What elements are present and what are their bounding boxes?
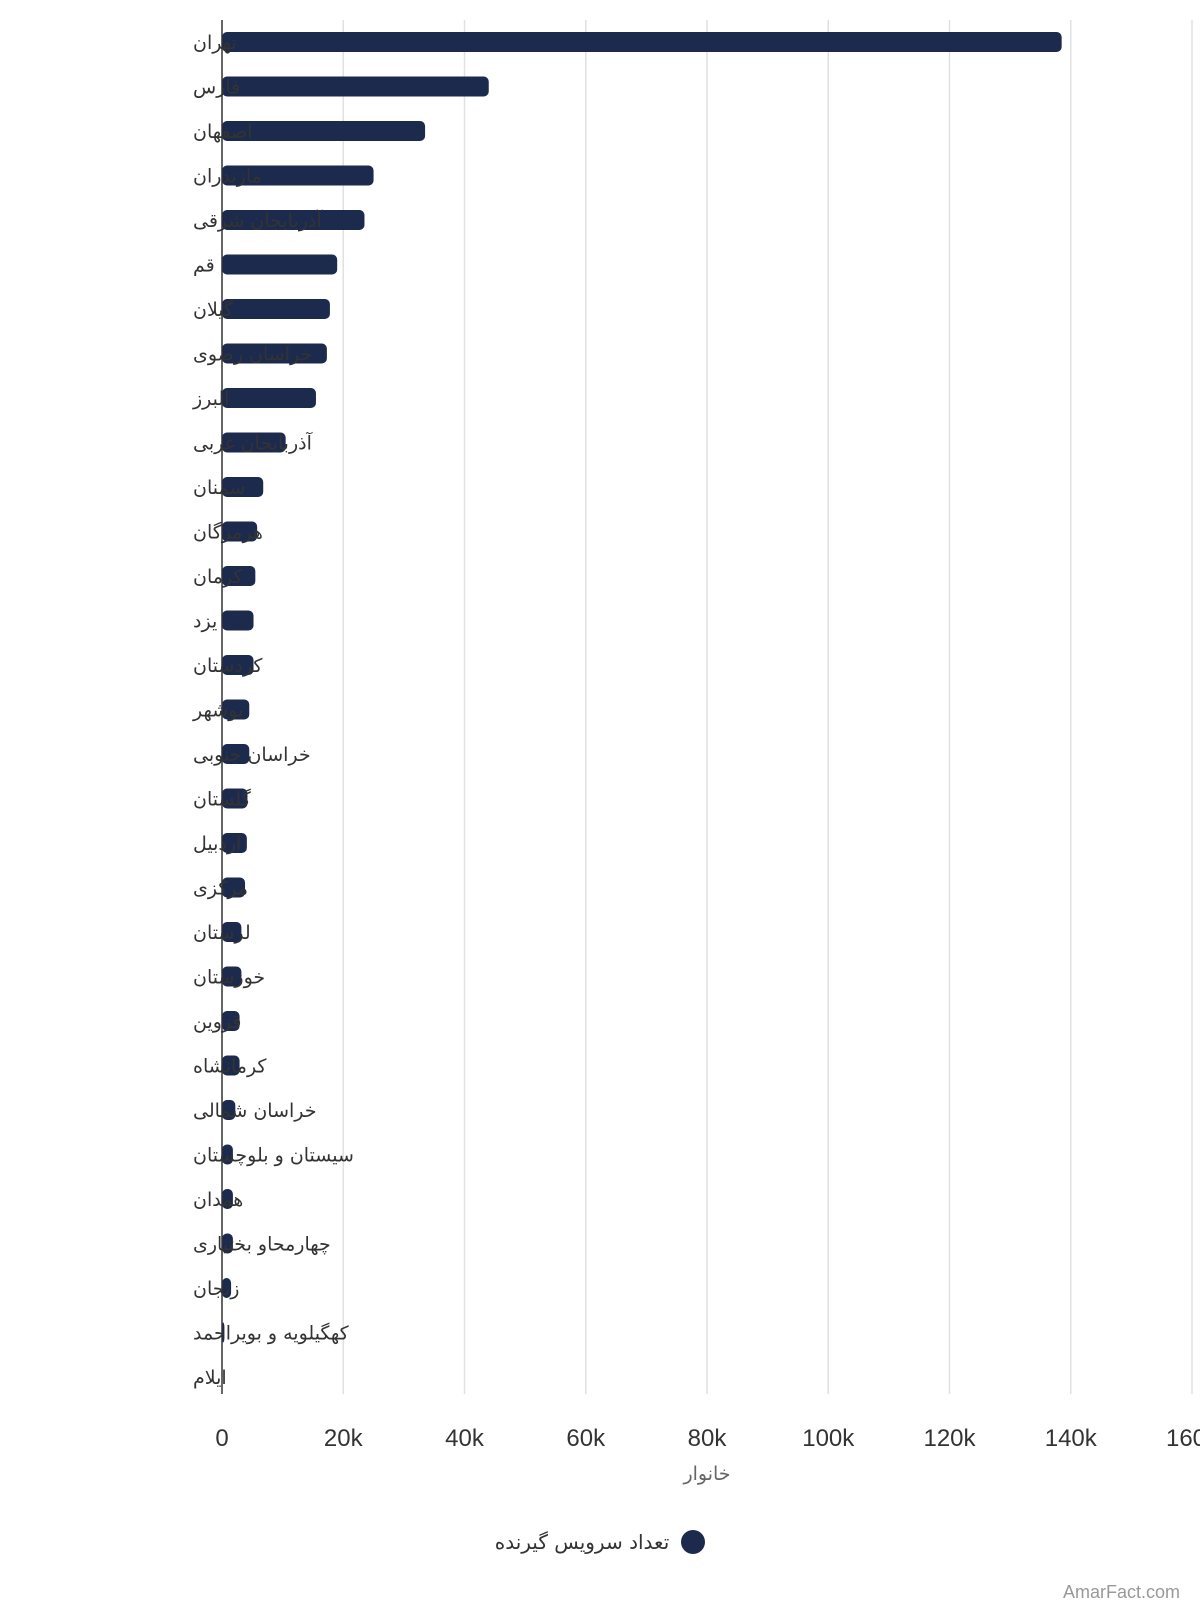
category-label: ایلام <box>193 1367 227 1389</box>
bar[interactable] <box>222 833 247 853</box>
category-label: یزد <box>193 611 217 633</box>
category-label: هرمزگان <box>193 521 263 544</box>
category-label: قم <box>193 255 215 277</box>
category-label: مازندران <box>193 166 262 188</box>
category-label: همدان <box>193 1189 243 1211</box>
bar[interactable] <box>222 432 286 453</box>
bar[interactable] <box>222 343 327 364</box>
category-label: بوشهر <box>192 700 243 722</box>
category-label: فارس <box>193 77 240 99</box>
category-label: کرمانشاه <box>193 1056 267 1078</box>
bar[interactable] <box>222 699 250 720</box>
bar[interactable] <box>222 1278 232 1298</box>
category-label: خراسان رضوی <box>193 344 312 366</box>
bar[interactable] <box>222 877 246 898</box>
category-label: کرمان <box>193 566 243 588</box>
category-label: خراسان شمالی <box>193 1100 317 1122</box>
x-tick-label: 0 <box>215 1425 228 1452</box>
x-tick-label: 60k <box>566 1425 606 1452</box>
category-label: کردستان <box>193 655 263 677</box>
bar[interactable] <box>222 388 316 408</box>
category-label: خوزستان <box>193 967 265 989</box>
category-label: تهران <box>193 32 237 54</box>
category-label: زنجان <box>193 1278 239 1300</box>
x-tick-label: 80k <box>688 1425 728 1452</box>
bar[interactable] <box>222 966 242 987</box>
x-tick-label: 20k <box>324 1425 364 1452</box>
bar[interactable] <box>222 566 256 586</box>
bar[interactable] <box>222 788 248 809</box>
bar[interactable] <box>222 165 374 186</box>
bar[interactable] <box>222 121 426 141</box>
x-axis-tick-labels: 0 20k 40k 60k 80k 100k 120k 140k 160k <box>215 1425 1200 1452</box>
x-tick-label: 140k <box>1045 1425 1098 1452</box>
bar[interactable] <box>222 32 1062 52</box>
bar[interactable] <box>222 76 489 97</box>
legend-label: تعداد سرویس گیرنده <box>494 1530 670 1554</box>
bar[interactable] <box>222 299 330 319</box>
bar[interactable] <box>222 744 250 764</box>
credit-text: AmarFact.com <box>1062 1582 1180 1602</box>
category-label: البرز <box>192 388 229 410</box>
x-tick-label: 120k <box>923 1425 976 1452</box>
bar[interactable] <box>222 655 254 675</box>
bar[interactable] <box>222 1055 240 1076</box>
category-label: سیستان و بلوچستان <box>193 1145 354 1167</box>
x-tick-label: 100k <box>802 1425 855 1452</box>
x-tick-label: 160k <box>1166 1425 1200 1452</box>
category-label: آذربایجان غربی <box>193 431 313 455</box>
bar[interactable] <box>222 922 242 942</box>
category-label: کهگیلویه و بویراحمد <box>193 1322 350 1345</box>
bar[interactable] <box>222 254 338 275</box>
bar[interactable] <box>222 1144 233 1165</box>
category-label: آذربایجان شرقی <box>193 208 322 232</box>
bars <box>222 32 1062 1343</box>
category-label: خراسان جنوبی <box>193 744 311 766</box>
bar[interactable] <box>222 477 264 497</box>
category-label: اردبیل <box>193 833 241 855</box>
gridlines <box>342 20 1193 1394</box>
x-tick-label: 40k <box>445 1425 485 1452</box>
x-axis-title: خانوار <box>682 1463 730 1485</box>
category-labels: تهران فارس اصفهان مازندران آذربایجان شرقی قم گ… <box>192 32 354 1389</box>
category-label: سمنان <box>193 477 245 499</box>
bar[interactable] <box>222 610 254 631</box>
bar[interactable] <box>222 1233 233 1254</box>
bar[interactable] <box>222 521 258 542</box>
category-label: اصفهان <box>193 121 253 143</box>
legend[interactable]: تعداد سرویس گیرنده <box>0 1530 1200 1554</box>
bar[interactable] <box>222 1100 236 1120</box>
legend-marker-icon <box>681 1530 706 1554</box>
category-label: چهارمحاو بختیاری <box>193 1234 331 1256</box>
category-label: گیلان <box>193 298 234 321</box>
category-label: قزوین <box>193 1011 242 1033</box>
bar[interactable] <box>222 1011 240 1031</box>
bar[interactable] <box>222 210 365 230</box>
category-label: مرکزی <box>193 878 248 900</box>
bar[interactable] <box>222 1189 233 1209</box>
